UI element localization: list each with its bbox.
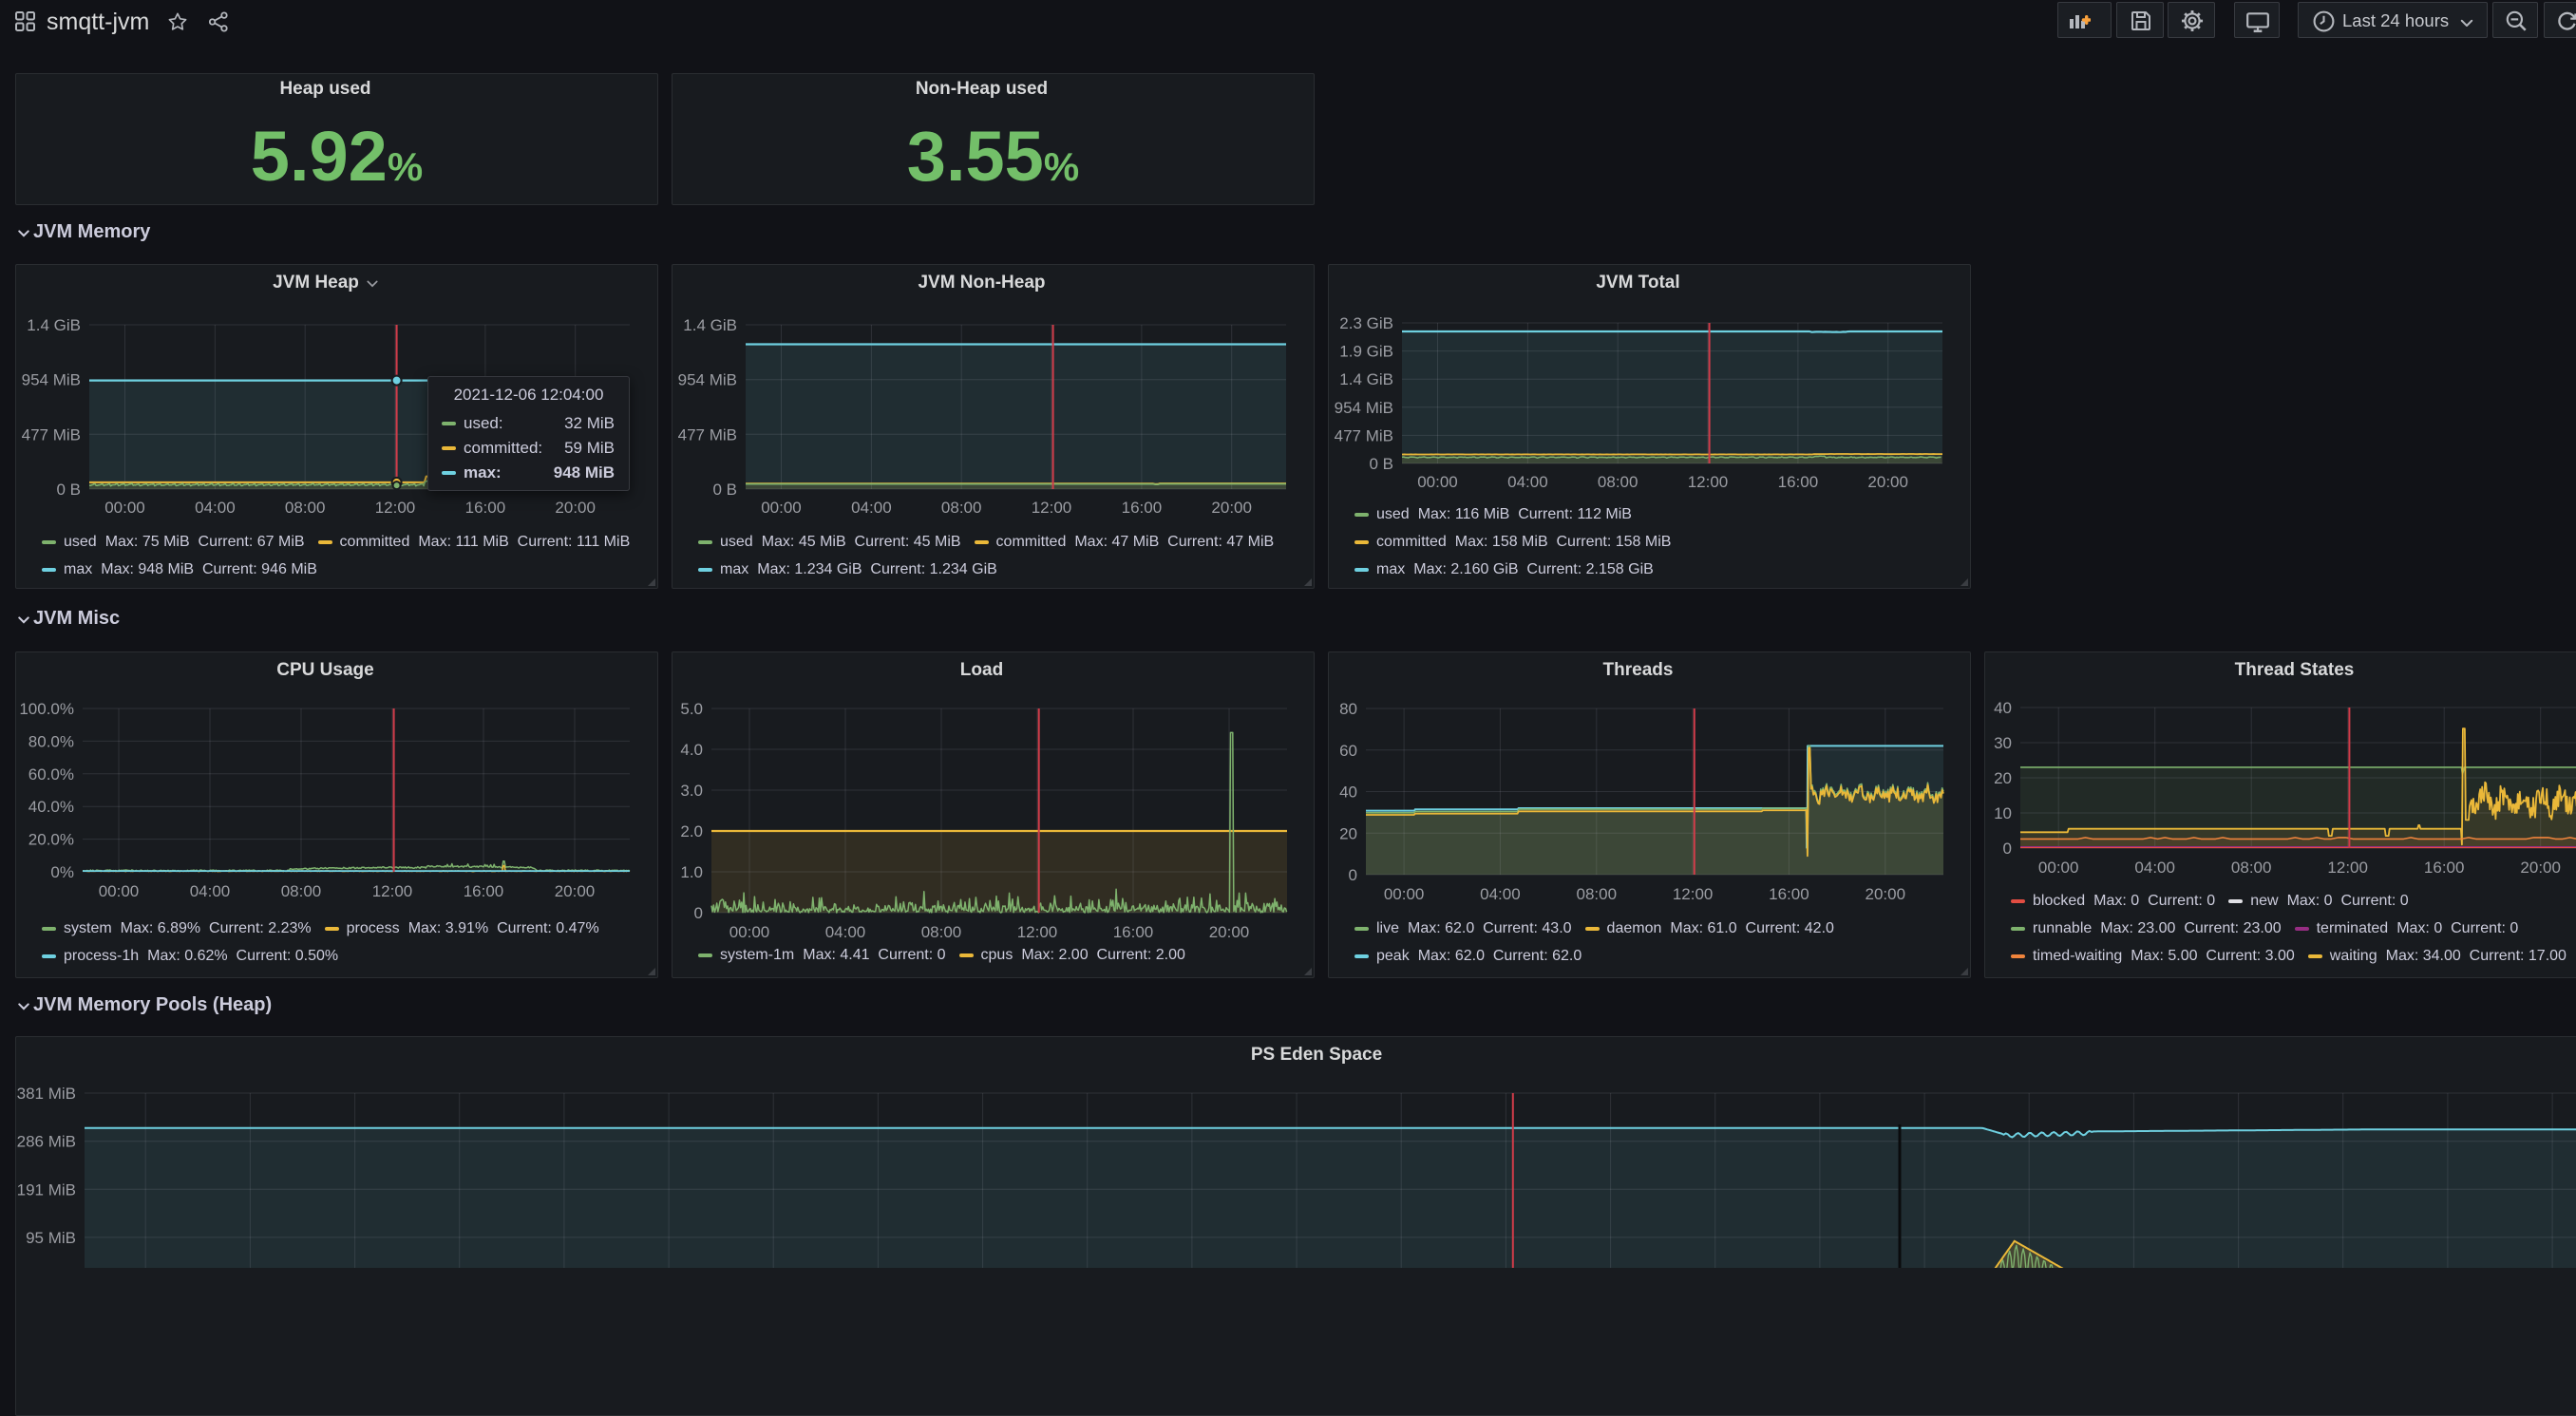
svg-text:12:00: 12:00 bbox=[1688, 473, 1729, 491]
svg-text:00:00: 00:00 bbox=[1417, 473, 1458, 491]
svg-text:477 MiB: 477 MiB bbox=[22, 425, 81, 444]
svg-text:0: 0 bbox=[694, 904, 703, 922]
svg-text:95 MiB: 95 MiB bbox=[26, 1229, 76, 1247]
svg-text:16:00: 16:00 bbox=[1778, 473, 1819, 491]
svg-text:16:00: 16:00 bbox=[1122, 499, 1163, 517]
svg-text:100.0%: 100.0% bbox=[19, 700, 74, 718]
svg-text:04:00: 04:00 bbox=[195, 499, 236, 517]
svg-text:12:00: 12:00 bbox=[1673, 885, 1714, 903]
svg-text:12:00: 12:00 bbox=[1032, 499, 1072, 517]
svg-text:477 MiB: 477 MiB bbox=[678, 425, 737, 444]
svg-text:0: 0 bbox=[1349, 866, 1357, 884]
svg-text:08:00: 08:00 bbox=[941, 499, 982, 517]
svg-text:2.3 GiB: 2.3 GiB bbox=[1339, 314, 1393, 332]
svg-text:4.0: 4.0 bbox=[680, 741, 703, 759]
svg-text:04:00: 04:00 bbox=[851, 499, 892, 517]
svg-text:2.0: 2.0 bbox=[680, 822, 703, 840]
svg-text:0 B: 0 B bbox=[56, 481, 81, 499]
svg-text:20: 20 bbox=[1339, 824, 1357, 842]
svg-text:16:00: 16:00 bbox=[1769, 885, 1809, 903]
svg-text:40: 40 bbox=[1339, 784, 1357, 802]
svg-text:20:00: 20:00 bbox=[1866, 885, 1906, 903]
svg-text:08:00: 08:00 bbox=[1577, 885, 1618, 903]
svg-text:04:00: 04:00 bbox=[1480, 885, 1521, 903]
svg-text:80: 80 bbox=[1339, 700, 1357, 718]
svg-text:04:00: 04:00 bbox=[190, 882, 231, 900]
svg-text:1.4 GiB: 1.4 GiB bbox=[683, 316, 737, 334]
svg-text:954 MiB: 954 MiB bbox=[678, 371, 737, 389]
svg-text:1.9 GiB: 1.9 GiB bbox=[1339, 343, 1393, 361]
svg-text:00:00: 00:00 bbox=[2038, 859, 2079, 877]
svg-text:0 B: 0 B bbox=[712, 481, 737, 499]
svg-text:0: 0 bbox=[2003, 840, 2012, 858]
svg-text:00:00: 00:00 bbox=[1384, 885, 1425, 903]
svg-text:12:00: 12:00 bbox=[375, 499, 416, 517]
svg-text:191 MiB: 191 MiB bbox=[17, 1180, 76, 1199]
svg-text:08:00: 08:00 bbox=[921, 923, 962, 941]
svg-text:60.0%: 60.0% bbox=[28, 765, 74, 784]
svg-text:04:00: 04:00 bbox=[825, 923, 866, 941]
svg-text:12:00: 12:00 bbox=[2327, 859, 2368, 877]
svg-text:04:00: 04:00 bbox=[2134, 859, 2175, 877]
svg-text:08:00: 08:00 bbox=[281, 882, 322, 900]
svg-text:16:00: 16:00 bbox=[464, 882, 504, 900]
svg-text:16:00: 16:00 bbox=[2424, 859, 2465, 877]
svg-text:286 MiB: 286 MiB bbox=[17, 1133, 76, 1151]
svg-text:08:00: 08:00 bbox=[285, 499, 326, 517]
svg-text:40.0%: 40.0% bbox=[28, 798, 74, 816]
svg-text:30: 30 bbox=[1994, 734, 2012, 752]
svg-text:1.4 GiB: 1.4 GiB bbox=[1339, 370, 1393, 388]
svg-text:00:00: 00:00 bbox=[104, 499, 145, 517]
svg-text:80.0%: 80.0% bbox=[28, 732, 74, 750]
svg-text:477 MiB: 477 MiB bbox=[1335, 426, 1393, 444]
svg-text:20:00: 20:00 bbox=[555, 499, 596, 517]
svg-text:00:00: 00:00 bbox=[99, 882, 140, 900]
svg-text:5.0: 5.0 bbox=[680, 700, 703, 718]
svg-text:16:00: 16:00 bbox=[1113, 923, 1154, 941]
svg-text:60: 60 bbox=[1339, 742, 1357, 760]
svg-text:04:00: 04:00 bbox=[1507, 473, 1548, 491]
svg-text:954 MiB: 954 MiB bbox=[1335, 399, 1393, 417]
svg-text:0%: 0% bbox=[50, 863, 74, 881]
svg-text:00:00: 00:00 bbox=[761, 499, 802, 517]
svg-text:3.0: 3.0 bbox=[680, 782, 703, 800]
svg-text:00:00: 00:00 bbox=[729, 923, 770, 941]
svg-text:20:00: 20:00 bbox=[1867, 473, 1908, 491]
svg-text:20: 20 bbox=[1994, 769, 2012, 787]
svg-text:381 MiB: 381 MiB bbox=[17, 1085, 76, 1103]
svg-text:20:00: 20:00 bbox=[555, 882, 596, 900]
svg-text:1.4 GiB: 1.4 GiB bbox=[27, 316, 81, 334]
svg-text:20:00: 20:00 bbox=[1211, 499, 1252, 517]
svg-text:08:00: 08:00 bbox=[1598, 473, 1638, 491]
svg-text:16:00: 16:00 bbox=[465, 499, 506, 517]
svg-text:954 MiB: 954 MiB bbox=[22, 371, 81, 389]
svg-text:12:00: 12:00 bbox=[1017, 923, 1058, 941]
svg-text:0 B: 0 B bbox=[1369, 455, 1393, 473]
svg-text:40: 40 bbox=[1994, 699, 2012, 717]
svg-text:10: 10 bbox=[1994, 804, 2012, 822]
svg-text:20:00: 20:00 bbox=[1209, 923, 1250, 941]
svg-text:20.0%: 20.0% bbox=[28, 831, 74, 849]
svg-text:1.0: 1.0 bbox=[680, 863, 703, 881]
svg-text:08:00: 08:00 bbox=[2231, 859, 2272, 877]
svg-text:20:00: 20:00 bbox=[2520, 859, 2561, 877]
svg-text:12:00: 12:00 bbox=[372, 882, 413, 900]
